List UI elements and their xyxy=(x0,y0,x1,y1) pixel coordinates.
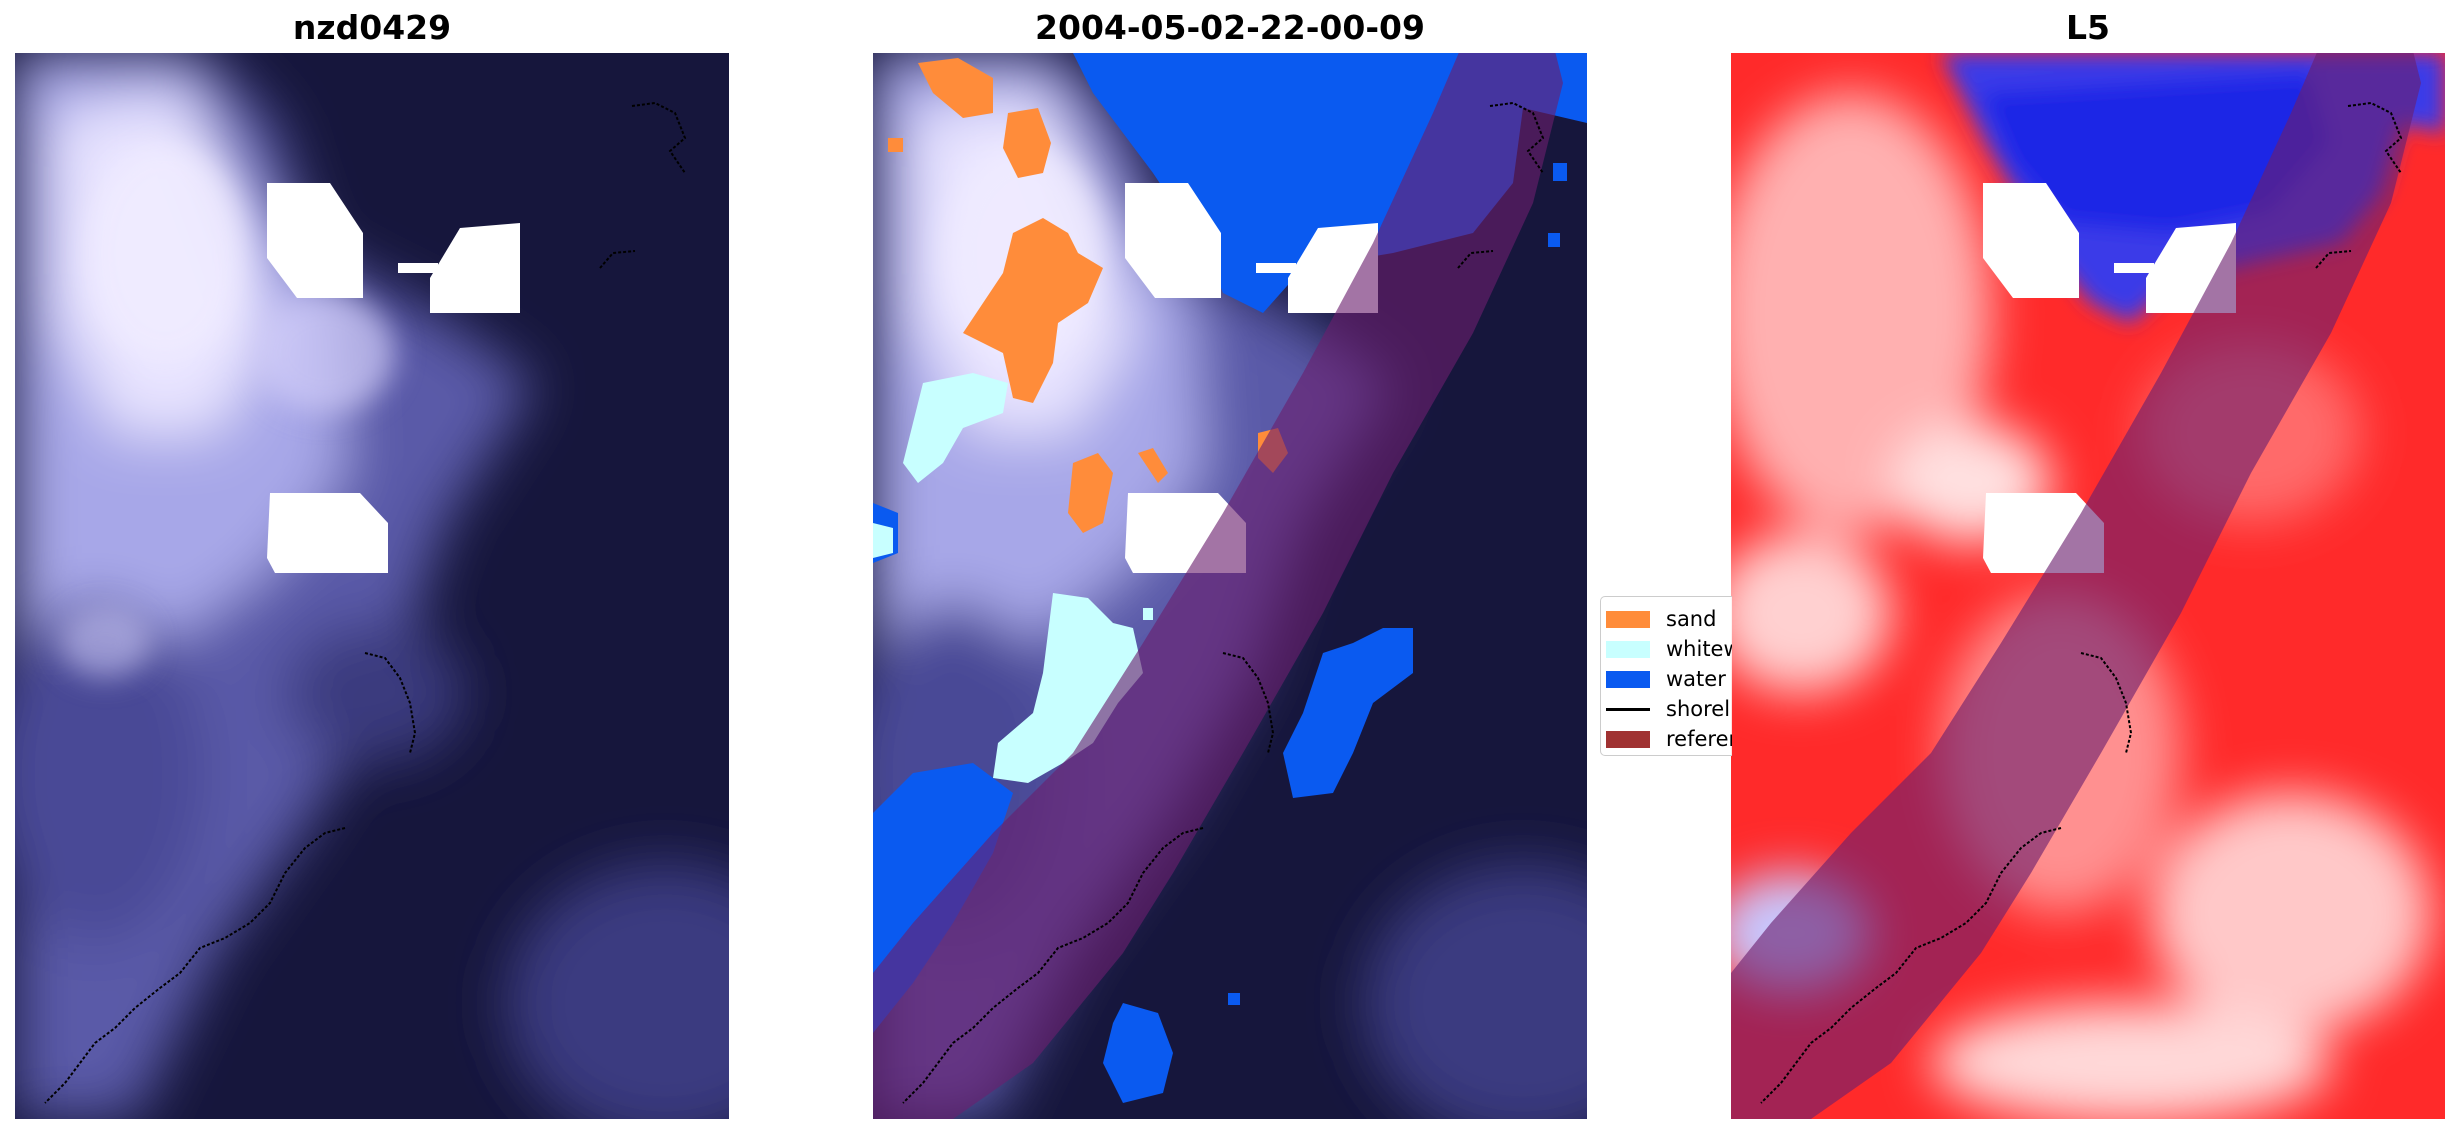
legend-label-sand: sand xyxy=(1666,607,1717,631)
whitewater-class xyxy=(873,373,1153,783)
legend-label-water: water xyxy=(1666,667,1726,691)
sand-class xyxy=(888,58,1288,533)
cloud-highlights xyxy=(60,143,395,678)
legend-item-shoreline: shorel xyxy=(1601,695,1732,723)
reference-shoreline-buffer xyxy=(873,53,1563,1119)
legend-swatch-sand xyxy=(1606,611,1650,628)
legend-item-sand: sand xyxy=(1601,605,1732,633)
classification-panel xyxy=(873,53,1587,1119)
rgb-image-panel xyxy=(15,53,729,1119)
index-panel xyxy=(1731,53,2445,1119)
panel-title-rgb: nzd0429 xyxy=(292,8,452,47)
legend-item-water: water xyxy=(1601,665,1732,693)
legend-label-shoreline: shorel xyxy=(1666,697,1731,721)
reference-shoreline-buffer xyxy=(1731,53,2421,1119)
legend-swatch-whitewater xyxy=(1606,641,1650,658)
panel-title-index: L5 xyxy=(2066,8,2110,47)
legend-line-shoreline xyxy=(1606,708,1650,711)
legend-swatch-water xyxy=(1606,671,1650,688)
index-image xyxy=(1731,53,2445,1119)
shoreline xyxy=(902,101,1545,1104)
legend-item-reference: referer xyxy=(1601,725,1732,753)
rgb-image xyxy=(15,53,729,1119)
panel-title-classification: 2004-05-02-22-00-09 xyxy=(1035,8,1425,47)
legend-label-reference: referer xyxy=(1666,727,1732,751)
classification-image xyxy=(873,53,1587,1119)
shoreline xyxy=(1760,101,2403,1104)
masked-regions xyxy=(267,183,520,573)
shoreline xyxy=(44,101,687,1104)
legend-swatch-reference xyxy=(1606,731,1650,748)
